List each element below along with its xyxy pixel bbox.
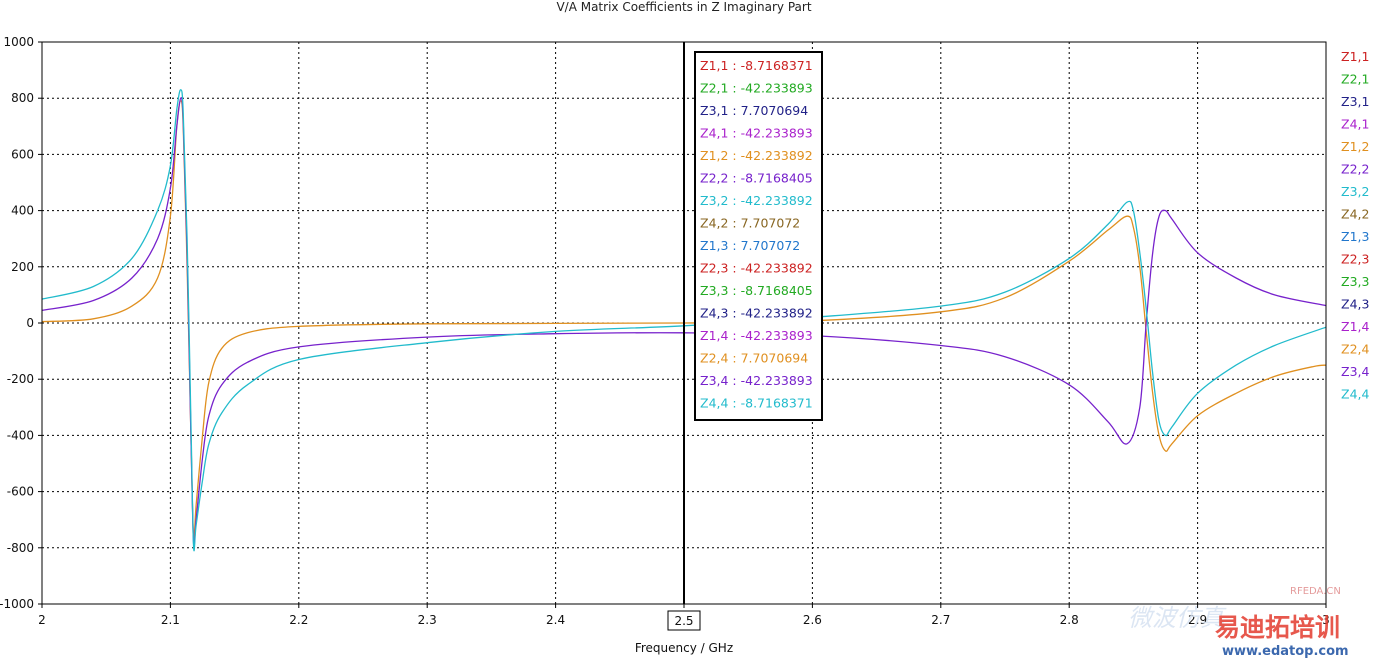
- series-curve: [41, 89, 1327, 552]
- legend-entry: Z2,1: [1341, 72, 1369, 87]
- readout-value: Z3,3 : -8.7168405: [700, 283, 813, 298]
- marker-label-box: [667, 610, 701, 631]
- y-tick-label: -600: [7, 485, 34, 499]
- legend-entry: Z3,2: [1341, 184, 1369, 199]
- legend-entry: Z1,3: [1341, 229, 1369, 244]
- x-tick-label: 2.2: [289, 613, 308, 627]
- legend-entry: Z2,3: [1341, 252, 1369, 267]
- readout-value: Z4,3 : -42.233892: [700, 306, 813, 321]
- legend-entry: Z3,3: [1341, 274, 1369, 289]
- legend-entry: Z3,4: [1341, 364, 1369, 379]
- y-tick-labels: 1000 800 600 400 200 0 -200 -400 -600 -800 -1000: [0, 35, 42, 611]
- y-tick-label: 1000: [3, 35, 34, 49]
- x-tick-labels: 2 2.1 2.2 2.3 2.4 2.6 2.7 2.8 2.9 3: [38, 604, 1330, 627]
- series-curve: [41, 97, 1327, 548]
- x-tick-label: 2: [38, 613, 46, 627]
- x-tick-label: 2.7: [931, 613, 950, 627]
- readout-frame: [694, 51, 823, 421]
- readout-value: Z2,4 : 7.7070694: [700, 351, 808, 366]
- readout-value: Z3,2 : -42.233892: [700, 193, 813, 208]
- readout-value: Z4,2 : 7.707072: [700, 216, 800, 231]
- readout-value: Z2,1 : -42.233893: [700, 81, 813, 96]
- readout-value: Z1,2 : -42.233892: [700, 148, 813, 163]
- x-axis-label: Frequency / GHz: [635, 641, 733, 655]
- curves: [41, 89, 1327, 552]
- readout-box: Z1,1 : -8.7168371 Z2,1 : -42.233893 Z3,1 :…: [694, 51, 823, 421]
- legend-entry: Z4,2: [1341, 207, 1369, 222]
- legend-entry: Z1,2: [1341, 139, 1369, 154]
- x-tick-label: 2.9: [1188, 613, 1207, 627]
- y-tick-label: 200: [11, 260, 34, 274]
- y-tick-label: 400: [11, 204, 34, 218]
- legend: Z1,1 Z2,1 Z3,1 Z4,1 Z1,2 Z2,2 Z3,2 Z4,2 Z1,3 Z2,3…: [1341, 49, 1369, 402]
- readout-value: Z3,4 : -42.233893: [700, 373, 813, 388]
- y-tick-label: -1000: [0, 597, 34, 611]
- y-tick-label: -200: [7, 372, 34, 386]
- legend-entry: Z4,4: [1341, 387, 1369, 402]
- chart-title: V/A Matrix Coefficients in Z Imaginary P…: [556, 0, 811, 14]
- readout-value: Z4,1 : -42.233893: [700, 126, 813, 141]
- watermark-rfeda: RFEDA.CN: [1290, 586, 1341, 597]
- watermark: 微波仿真 RFEDA.CN 易迪拓培训 www.edatop.com: [1128, 586, 1349, 659]
- legend-entry: Z4,3: [1341, 297, 1369, 312]
- x-tick-label: 2.4: [546, 613, 565, 627]
- watermark-faint-text: 微波仿真: [1128, 604, 1227, 632]
- marker-label: 2.5: [674, 614, 693, 628]
- readout-value: Z1,1 : -8.7168371: [700, 58, 813, 73]
- y-tick-label: 0: [26, 316, 34, 330]
- legend-entry: Z3,1: [1341, 94, 1369, 109]
- marker-line-group[interactable]: 2.5: [667, 42, 701, 631]
- x-tick-label: 3: [1322, 613, 1330, 627]
- watermark-brand: 易迪拓培训: [1215, 613, 1340, 642]
- readout-value: Z2,3 : -42.233892: [700, 261, 813, 276]
- x-tick-label: 2.3: [418, 613, 437, 627]
- readout-value: Z1,4 : -42.233893: [700, 328, 813, 343]
- x-tick-label: 2.8: [1060, 613, 1079, 627]
- legend-entry: Z4,1: [1341, 117, 1369, 132]
- x-tick-label: 2.1: [161, 613, 180, 627]
- readout-value: Z1,3 : 7.707072: [700, 238, 800, 253]
- x-tick-label: 2.6: [803, 613, 822, 627]
- y-tick-label: 600: [11, 147, 34, 161]
- watermark-url: www.edatop.com: [1222, 644, 1349, 659]
- legend-entry: Z2,2: [1341, 162, 1369, 177]
- legend-entry: Z1,4: [1341, 319, 1369, 334]
- readout-value: Z4,4 : -8.7168371: [700, 396, 813, 411]
- readout-value: Z3,1 : 7.7070694: [700, 103, 808, 118]
- legend-entry: Z1,1: [1341, 49, 1369, 64]
- y-tick-label: -400: [7, 428, 34, 442]
- legend-entry: Z2,4: [1341, 342, 1369, 357]
- readout-value: Z2,2 : -8.7168405: [700, 171, 813, 186]
- y-tick-label: -800: [7, 541, 34, 555]
- y-tick-label: 800: [11, 91, 34, 105]
